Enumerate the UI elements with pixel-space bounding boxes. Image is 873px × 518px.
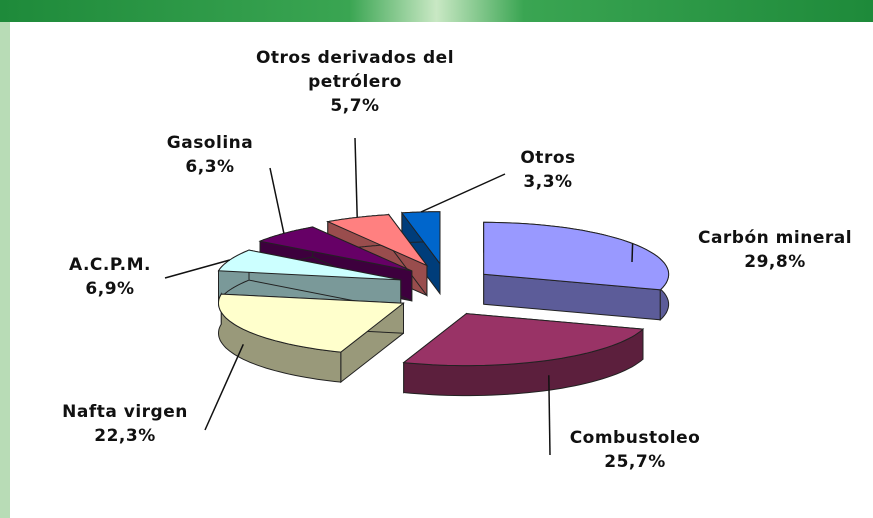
value-label: 22,3% — [94, 426, 156, 446]
value-label: 25,7% — [604, 452, 666, 472]
leader-line — [420, 173, 506, 213]
value-label: 29,8% — [744, 252, 806, 272]
value-label: 5,7% — [330, 96, 380, 116]
category-name: Otros — [520, 148, 576, 168]
category-name: Gasolina — [166, 133, 254, 153]
slice-label: Gasolina 6,3% — [150, 131, 270, 179]
slice — [217, 293, 405, 353]
leader-line — [164, 259, 230, 279]
category-name: A.C.P.M. — [68, 255, 152, 275]
category-name: Carbón mineral — [697, 228, 853, 248]
category-name: Nafta virgen — [62, 402, 188, 422]
slice — [402, 313, 645, 367]
slice-label: Nafta virgen 22,3% — [40, 400, 210, 448]
slice-label: Carbón mineral 29,8% — [675, 226, 873, 274]
slice-label: Otros 3,3% — [498, 146, 598, 194]
panel — [10, 22, 873, 518]
slice-label: A.C.P.M. 6,9% — [50, 253, 170, 301]
category-name: Combustoleo — [569, 428, 701, 448]
slice-label: Combustoleo 25,7% — [555, 426, 715, 474]
category-name: Otros derivados del petrólero — [255, 48, 455, 92]
leader-line — [269, 167, 285, 234]
value-label: 6,9% — [85, 279, 135, 299]
leader-line — [631, 243, 634, 263]
leader-line — [354, 137, 358, 218]
leader-line — [204, 343, 244, 431]
value-label: 6,3% — [185, 157, 235, 177]
slice-label: Otros derivados del petrólero 5,7% — [250, 46, 460, 118]
banner — [0, 0, 873, 22]
leader-line — [548, 375, 551, 456]
value-label: 3,3% — [523, 172, 573, 192]
